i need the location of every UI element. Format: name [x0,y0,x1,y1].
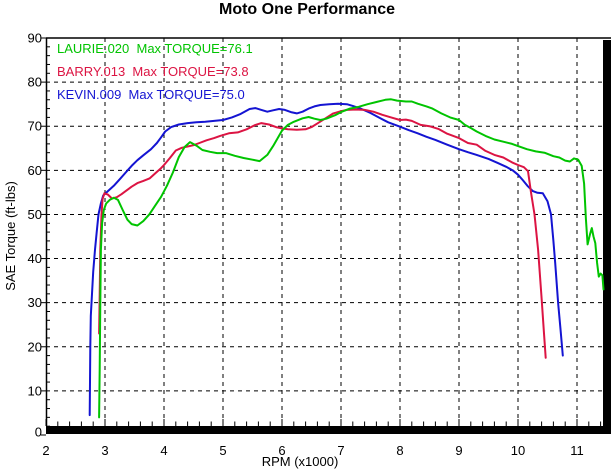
y-tick-label: 0 [35,425,42,440]
y-tick-label: 80 [28,75,42,90]
y-tick-label: 40 [28,251,42,266]
y-tick-label: 10 [28,383,42,398]
legend-entry-barry: BARRY.013 Max TORQUE=73.8 [57,64,249,79]
x-axis-title: RPM (x1000) [261,454,339,469]
x-tick-label: 2 [42,443,49,458]
x-tick-label: 5 [219,443,226,458]
x-tick-label: 3 [101,443,108,458]
x-tick-label: 6 [278,443,285,458]
x-tick-label: 10 [511,443,525,458]
x-tick-label: 9 [455,443,462,458]
x-axis-bar [46,426,611,434]
curve-barry.013 [98,108,547,359]
right-axis-bar [603,40,611,434]
curve-kevin.009 [88,102,564,417]
y-tick-label: 70 [28,119,42,134]
x-tick-label: 7 [337,443,344,458]
x-tick-label: 11 [570,443,584,458]
y-tick-label: 90 [28,31,42,46]
legend: LAURIE.020 Max TORQUE=76.1 BARRY.013 Max… [57,41,253,110]
y-tick-label: 20 [28,339,42,354]
chart-title: Moto One Performance [218,1,396,18]
legend-entry-laurie: LAURIE.020 Max TORQUE=76.1 [57,41,253,56]
curve-laurie.020 [98,98,605,419]
y-axis-title: SAE Torque (ft-lbs) [3,181,18,291]
x-tick-label: 4 [160,443,167,458]
x-tick-label: 8 [396,443,403,458]
y-tick-label: 50 [28,207,42,222]
y-tick-label: 30 [28,295,42,310]
legend-entry-kevin: KEVIN.009 Max TORQUE=75.0 [57,87,245,102]
y-tick-label: 60 [28,163,42,178]
